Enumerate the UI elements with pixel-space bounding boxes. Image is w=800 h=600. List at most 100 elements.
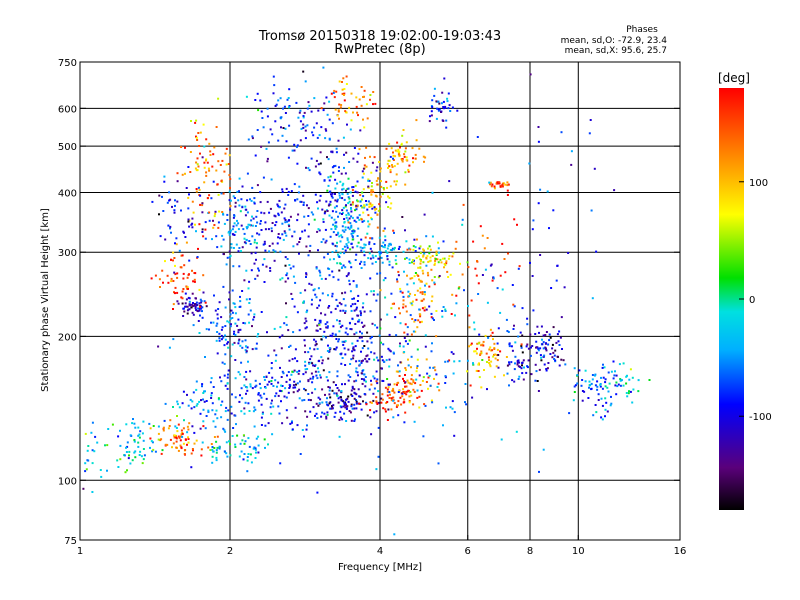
data-point	[308, 104, 311, 107]
data-point	[341, 197, 344, 200]
data-point	[427, 376, 430, 379]
data-point	[294, 406, 297, 409]
data-point	[338, 330, 341, 333]
data-point	[325, 401, 328, 404]
data-point	[256, 335, 259, 338]
data-point	[243, 241, 246, 244]
data-point	[361, 340, 364, 343]
data-point	[201, 316, 204, 319]
data-point	[456, 109, 459, 112]
data-point	[213, 447, 216, 449]
data-point	[390, 202, 393, 205]
data-point	[272, 405, 275, 408]
data-point	[380, 367, 383, 370]
data-point	[363, 345, 366, 347]
data-point	[325, 376, 328, 379]
data-point	[320, 277, 323, 280]
data-point	[411, 147, 414, 150]
data-point	[559, 336, 562, 339]
data-point	[363, 310, 366, 313]
data-point	[334, 187, 337, 190]
data-point	[192, 302, 194, 304]
data-point	[350, 210, 353, 213]
data-point	[213, 146, 216, 149]
data-point	[324, 323, 327, 326]
data-point	[409, 382, 412, 385]
data-point	[299, 120, 302, 123]
data-point	[556, 333, 559, 336]
data-point	[497, 366, 500, 369]
data-point	[443, 263, 446, 265]
data-point	[627, 392, 630, 395]
data-point	[263, 258, 266, 261]
data-point	[369, 401, 372, 404]
data-point	[530, 373, 533, 376]
data-point	[508, 384, 510, 387]
data-point	[612, 377, 615, 380]
data-point	[521, 307, 524, 310]
data-point	[325, 129, 328, 132]
data-point	[386, 313, 389, 316]
data-point	[246, 456, 249, 458]
data-point	[225, 163, 228, 166]
data-point	[288, 359, 291, 362]
data-point	[341, 357, 344, 359]
data-point	[200, 300, 203, 303]
data-point	[590, 209, 593, 212]
data-point	[345, 327, 348, 330]
data-point	[422, 261, 425, 264]
data-point	[322, 218, 325, 221]
data-point	[284, 221, 287, 224]
data-point	[351, 407, 354, 410]
data-point	[298, 329, 301, 332]
data-point	[370, 290, 373, 293]
data-point	[270, 382, 273, 385]
y-tick-label: 500	[58, 142, 77, 153]
data-point	[314, 363, 317, 366]
data-point	[490, 263, 493, 266]
data-point	[221, 400, 224, 403]
data-point	[382, 407, 385, 410]
data-point	[198, 400, 201, 403]
data-point	[525, 345, 528, 348]
data-point	[223, 253, 225, 256]
data-point	[346, 237, 349, 240]
data-point	[410, 355, 413, 358]
data-point	[195, 301, 198, 304]
data-point	[174, 425, 177, 428]
data-point	[447, 92, 450, 95]
data-point	[279, 250, 282, 253]
data-point	[278, 336, 281, 339]
data-point	[245, 208, 248, 211]
data-point	[200, 399, 202, 402]
data-point	[317, 163, 320, 166]
data-point	[339, 240, 342, 243]
data-point	[265, 376, 268, 378]
data-point	[243, 279, 246, 282]
data-point	[319, 299, 322, 302]
x-tick-label: 6	[465, 546, 471, 557]
data-point	[169, 227, 171, 230]
data-point	[331, 335, 334, 338]
data-point	[106, 469, 108, 472]
data-point	[176, 400, 179, 403]
data-point	[336, 305, 339, 308]
data-point	[310, 110, 313, 113]
data-point	[412, 330, 415, 333]
data-point	[358, 363, 361, 366]
data-point	[451, 400, 454, 403]
phases-o-stats: mean, sd,O: -72.9, 23.4	[561, 36, 668, 46]
data-point	[344, 110, 347, 113]
data-point	[304, 344, 306, 347]
data-point	[437, 100, 440, 103]
data-point	[284, 203, 287, 206]
data-point	[546, 190, 549, 193]
data-point	[335, 233, 338, 236]
data-point	[422, 376, 425, 379]
data-point	[338, 80, 341, 83]
data-point	[503, 374, 505, 377]
data-point	[260, 403, 263, 406]
data-point	[390, 147, 393, 150]
data-point	[175, 446, 178, 449]
data-point	[365, 165, 368, 168]
